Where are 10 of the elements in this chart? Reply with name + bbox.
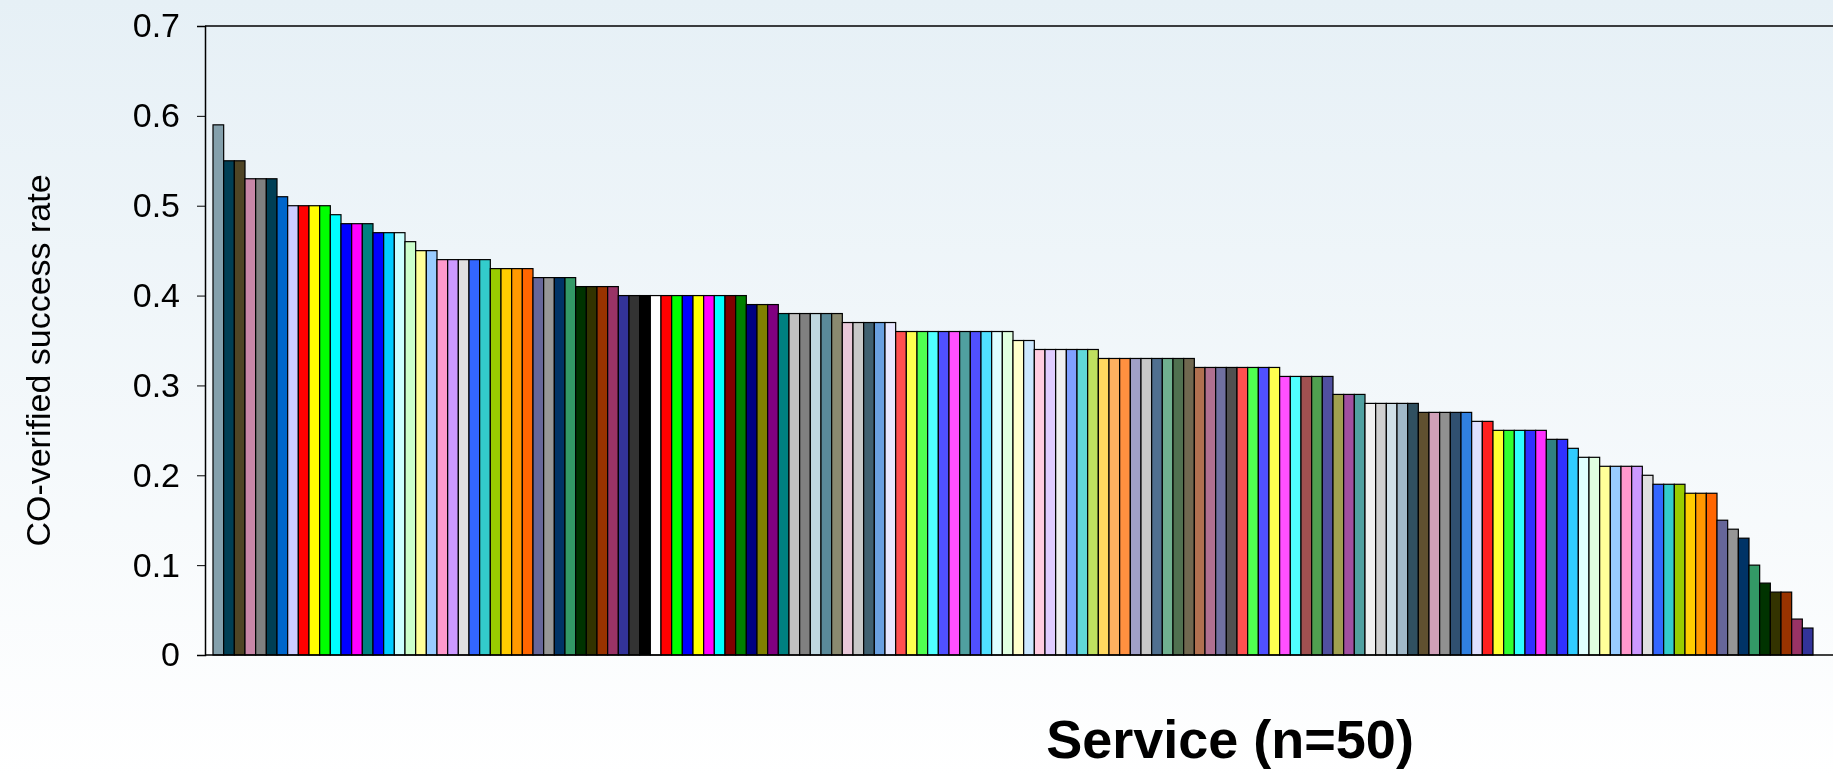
y-tick-label: 0.2 — [132, 455, 180, 494]
y-tick-label: 0.1 — [132, 545, 180, 584]
y-tick-label: 0.4 — [132, 275, 180, 314]
y-axis-title: CO-verified success rate — [19, 174, 57, 547]
y-tick-label: 0.7 — [132, 6, 180, 45]
x-axis-title: Service (n=50) — [1046, 709, 1414, 769]
y-tick-label: 0.6 — [132, 96, 180, 135]
y-tick-label: 0.3 — [132, 365, 180, 404]
y-tick-label: 0.5 — [132, 186, 180, 225]
y-tick-label: 0 — [161, 635, 180, 674]
